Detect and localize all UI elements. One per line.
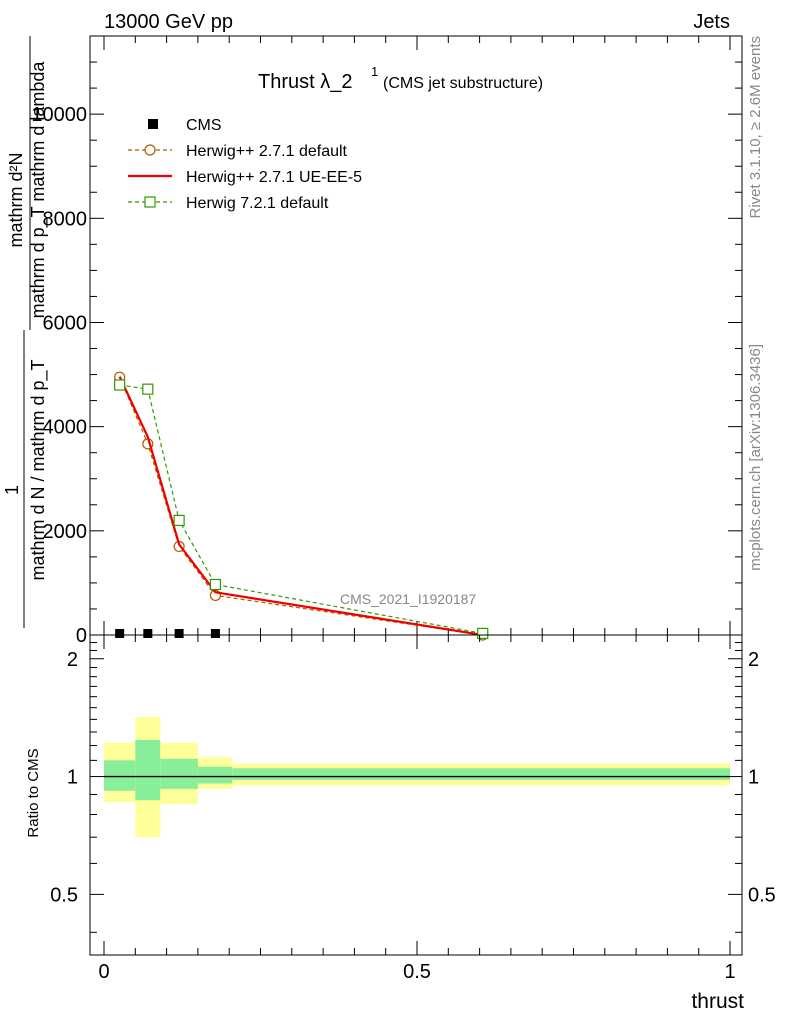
point-herwig-7-2-1-default xyxy=(173,514,185,527)
ratio-y-label: Ratio to CMS xyxy=(25,748,42,837)
point-herwig-7-2-1-default xyxy=(209,578,222,591)
series-line-herwig-2-7-1-ue-ee-5 xyxy=(118,376,483,637)
point-herwig-7-2-1-default xyxy=(477,627,489,640)
legend: CMS Herwig++ 2.7.1 default Herwig++ 2.7.… xyxy=(128,117,362,212)
ratio-y-tick-label-right: 0.5 xyxy=(748,884,776,906)
ratio-band-green xyxy=(104,760,136,791)
legend-marker-cms xyxy=(148,119,158,129)
legend-label-herwig7: Herwig 7.2.1 default xyxy=(186,195,329,212)
ratio-y-tick-label-right: 1 xyxy=(748,767,759,789)
point-cms xyxy=(174,629,184,638)
main-y-ticks: 0 2000 4000 6000 8000 10000 xyxy=(31,61,742,647)
y-label-one: 1 xyxy=(2,485,22,495)
ratio-band-green xyxy=(135,740,161,801)
plot-title-main: Thrust λ_2 xyxy=(258,71,352,93)
y-tick-label: 6000 xyxy=(43,312,88,334)
ratio-plot-panel: 0.5 0.51 12 2 0 0.5 1 Ratio to CMS thrust xyxy=(25,634,776,1013)
series-line-herwig-2-7-1-default xyxy=(119,376,483,636)
legend-label-herwig-default: Herwig++ 2.7.1 default xyxy=(186,143,348,160)
analysis-watermark: CMS_2021_I1920187 xyxy=(340,591,476,607)
legend-label-cms: CMS xyxy=(186,117,222,134)
legend-marker-herwig7 xyxy=(144,196,156,208)
y-tick-label: 0 xyxy=(76,625,87,647)
main-series xyxy=(114,371,489,641)
y-tick-label: 8000 xyxy=(43,208,88,230)
ratio-band-green xyxy=(160,758,198,789)
mcplots-label: mcplots.cern.ch [arXiv:1306.3436] xyxy=(747,344,764,571)
x-tick-label: 0 xyxy=(98,961,109,983)
x-tick-label: 0.5 xyxy=(403,961,431,983)
ratio-y-ticks: 0.5 0.5 1 1 2 2 xyxy=(50,642,776,933)
y-tick-label: 10000 xyxy=(31,104,87,126)
ratio-y-tick-label: 1 xyxy=(67,767,78,789)
point-cms xyxy=(115,629,125,638)
legend-label-herwig-ueee5: Herwig++ 2.7.1 UE-EE-5 xyxy=(186,169,362,186)
main-x-ticks xyxy=(103,36,731,635)
ratio-y-tick-label: 0.5 xyxy=(50,884,78,906)
legend-marker-herwig-default xyxy=(144,144,156,156)
y-tick-label: 4000 xyxy=(43,417,88,439)
y-label-denominator: mathrm d p_T mathrm d lambda xyxy=(28,61,49,319)
ratio-band-green xyxy=(197,766,233,784)
y-label-lower: mathrm d N / mathrm d p_T xyxy=(28,359,49,580)
point-herwig-7-2-1-default xyxy=(142,383,154,395)
ratio-x-ticks: 0 0.5 1 xyxy=(98,635,736,983)
ratio-band-green xyxy=(232,768,730,780)
main-plot-panel: 0 2000 4000 6000 8000 10000 Thrust λ_2 1 (CMS… xyxy=(2,35,743,647)
point-cms xyxy=(210,629,220,638)
ratio-y-tick-label-right: 2 xyxy=(748,649,759,671)
rivet-label: Rivet 3.1.10, ≥ 2.6M events xyxy=(747,36,764,219)
y-label-numerator: mathrm d²N xyxy=(6,152,26,247)
ratio-y-tick-label: 2 xyxy=(67,649,78,671)
plot-title-sub: (CMS jet substructure) xyxy=(383,75,543,92)
header-right: Jets xyxy=(693,11,730,33)
x-axis-label: thrust xyxy=(691,990,744,1013)
point-herwig-7-2-1-default xyxy=(114,379,126,391)
header-left: 13000 GeV pp xyxy=(104,11,233,33)
main-y-axis-label: mathrm d²N mathrm d p_T mathrm d lambda … xyxy=(2,36,49,628)
y-tick-label: 2000 xyxy=(43,521,88,543)
x-tick-label: 1 xyxy=(724,961,735,983)
ratio-frame xyxy=(89,634,743,956)
point-cms xyxy=(143,629,153,638)
plot-title-sup: 1 xyxy=(371,64,378,79)
